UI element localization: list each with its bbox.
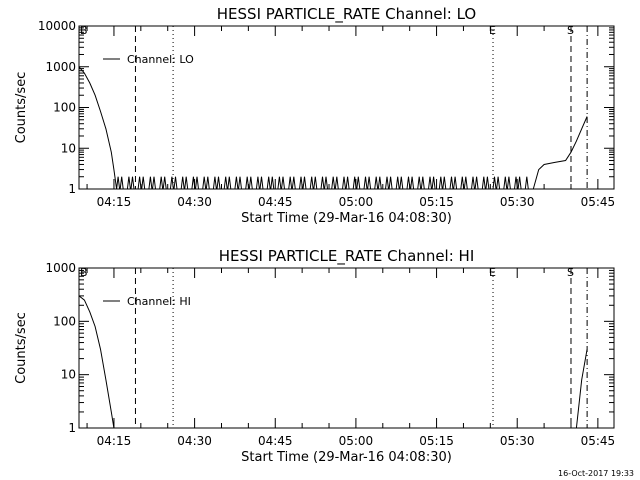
y-tick-label: 1000: [45, 60, 76, 74]
x-tick-label: 05:15: [419, 434, 454, 448]
series-line: [78, 66, 588, 190]
y-tick-label: 10: [61, 368, 76, 382]
x-tick-label: 05:45: [581, 434, 616, 448]
event-marker-label: S: [567, 24, 574, 37]
y-tick-label: 100: [53, 314, 76, 328]
x-tick-label: 05:30: [500, 195, 535, 209]
x-tick-label: 05:00: [339, 195, 374, 209]
x-tick-label: 05:30: [500, 434, 535, 448]
y-tick-label: 1: [68, 182, 76, 196]
chart-title: HESSI PARTICLE_RATE Channel: HI: [219, 247, 475, 266]
panel-hi: HESSI PARTICLE_RATE Channel: HI 1 10 100 100…: [14, 247, 615, 465]
chart-title: HESSI PARTICLE_RATE Channel: LO: [217, 5, 476, 24]
x-tick-label: 04:45: [258, 434, 293, 448]
x-tick-label: 05:00: [339, 434, 374, 448]
event-marker-label: E: [489, 24, 496, 37]
y-tick-label: 100: [53, 101, 76, 115]
event-marker-label: E: [489, 266, 496, 279]
x-tick-label: 04:45: [258, 195, 293, 209]
series-line: [78, 295, 588, 429]
legend-label: Channel: LO: [127, 53, 194, 66]
event-marker-label: S: [567, 266, 574, 279]
y-axis-label: Counts/sec: [14, 72, 29, 144]
y-tick-label: 1000: [45, 261, 76, 275]
series-line-noise: [116, 176, 529, 190]
y-axis-label: Counts/sec: [14, 312, 29, 384]
y-tick-label: 10: [61, 141, 76, 155]
x-tick-label: 04:30: [177, 434, 212, 448]
x-axis-label: Start Time (29-Mar-16 04:08:30): [241, 450, 452, 465]
x-axis-label: Start Time (29-Mar-16 04:08:30): [241, 211, 452, 226]
legend-label: Channel: HI: [127, 295, 191, 308]
event-marker-label: B: [80, 266, 88, 279]
timestamp-footer: 16-Oct-2017 19:33: [558, 469, 634, 478]
event-marker-label: B: [80, 24, 88, 37]
x-tick-label: 05:15: [419, 195, 454, 209]
panel-lo: HESSI PARTICLE_RATE Channel: LO 1 10 100 100…: [14, 5, 615, 226]
plot-frame: [78, 267, 615, 429]
x-tick-label: 04:15: [97, 434, 132, 448]
x-tick-label: 05:45: [581, 195, 616, 209]
y-tick-label: 1: [68, 421, 76, 435]
plot-frame: [78, 25, 615, 190]
y-tick-label: 10000: [38, 19, 76, 33]
x-tick-label: 04:30: [177, 195, 212, 209]
x-tick-label: 04:15: [97, 195, 132, 209]
